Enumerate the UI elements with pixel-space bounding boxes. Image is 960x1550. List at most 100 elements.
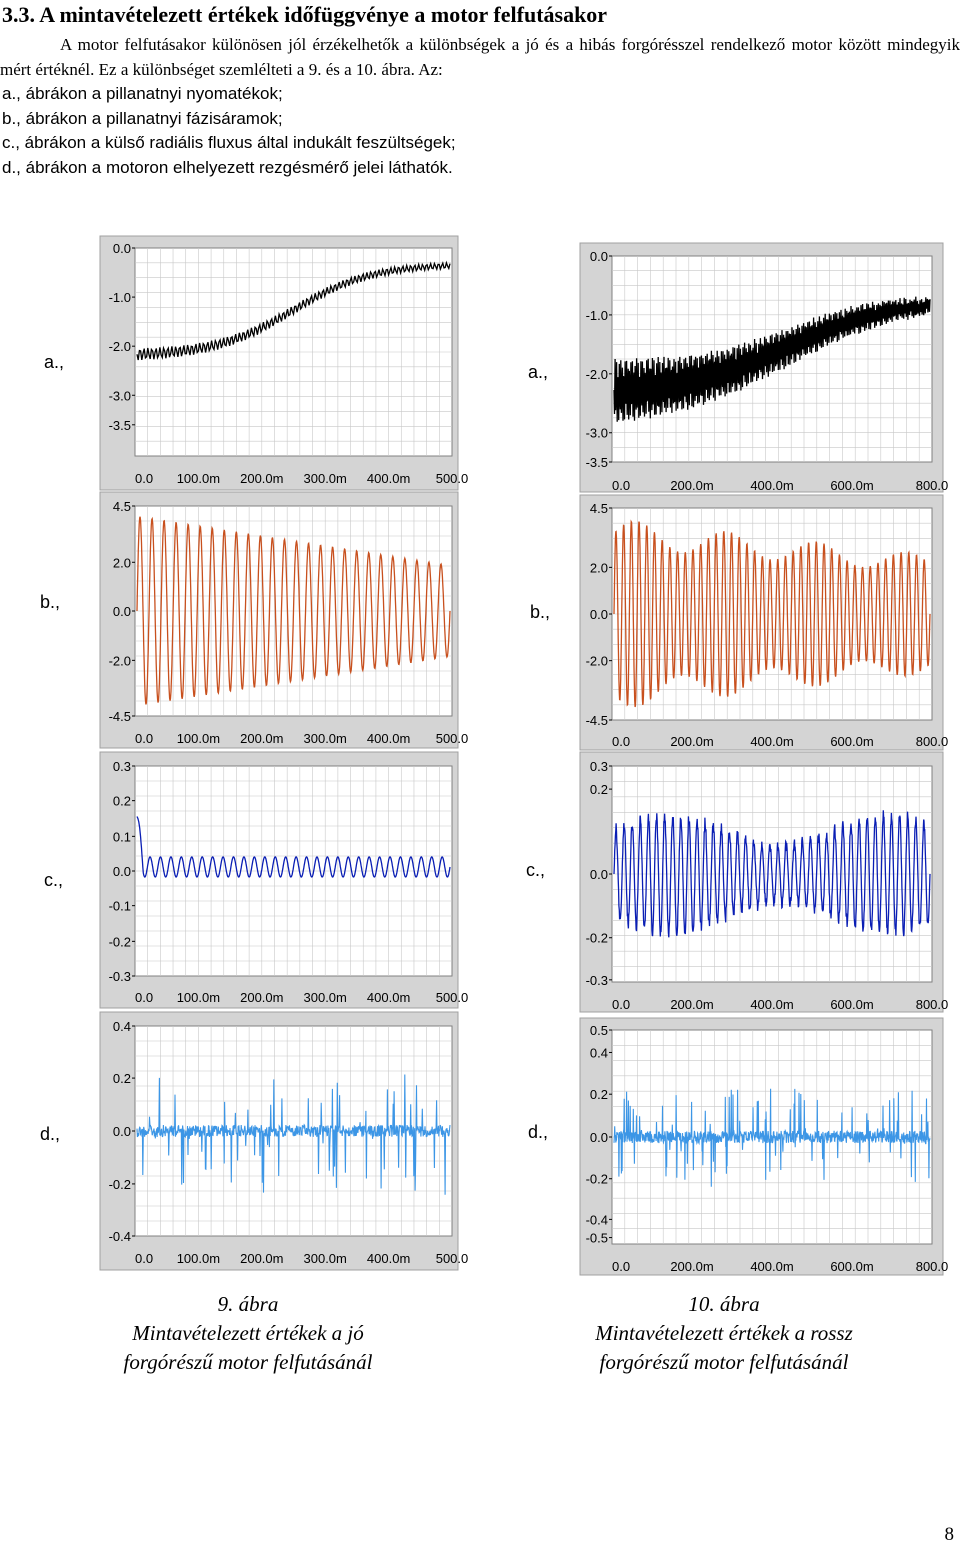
y-tick-label: 0.0 bbox=[590, 607, 608, 622]
figure-10-number: 10. ábra bbox=[688, 1292, 760, 1316]
y-tick-label: -0.3 bbox=[586, 973, 608, 988]
y-tick-label: 0.0 bbox=[113, 1124, 131, 1139]
x-tick-label: 0.0 bbox=[135, 990, 153, 1005]
y-tick-label: 0.2 bbox=[113, 794, 131, 809]
signal-trace bbox=[613, 296, 931, 422]
y-tick-label: 0.4 bbox=[590, 1045, 608, 1060]
intro-text: A motor felfutásakor különösen jól érzék… bbox=[0, 32, 960, 180]
x-tick-label: 200.0m bbox=[670, 734, 713, 749]
x-tick-label: 200.0m bbox=[240, 1251, 283, 1266]
subplot-label-b: b., bbox=[40, 592, 61, 612]
subplot-label-a: a., bbox=[528, 362, 549, 382]
x-tick-label: 800.0 bbox=[916, 478, 949, 493]
x-tick-label: 400.0m bbox=[750, 1259, 793, 1274]
x-tick-label: 800.0 bbox=[916, 1259, 949, 1274]
x-tick-label: 600.0m bbox=[830, 734, 873, 749]
x-tick-label: 800.0 bbox=[916, 997, 949, 1012]
y-tick-label: 4.5 bbox=[113, 499, 131, 514]
x-tick-label: 200.0m bbox=[670, 997, 713, 1012]
chart-panel: 0.0 -1.0 -2.0 -3.0 -3.5 0.0 100.0m 200.0m 300.0m… bbox=[99, 235, 469, 491]
x-tick-label: 600.0m bbox=[830, 1259, 873, 1274]
y-tick-label: 2.0 bbox=[113, 555, 131, 570]
y-tick-label: 0.3 bbox=[113, 759, 131, 774]
y-tick-label: 0.2 bbox=[590, 782, 608, 797]
x-tick-label: 500.0 bbox=[436, 1251, 469, 1266]
y-tick-label: -2.0 bbox=[586, 654, 608, 669]
figure-plots: 0.0 -1.0 -2.0 -3.0 -3.5 0.0 100.0m 200.0m 300.0m… bbox=[99, 235, 949, 1276]
y-tick-label: -1.0 bbox=[109, 290, 131, 305]
y-tick-label: 0.2 bbox=[590, 1087, 608, 1102]
chart-panel: 0.4 0.2 0.0 -0.2 -0.4 0.0 100.0m 200.0m 300.0m 40… bbox=[99, 1011, 469, 1271]
x-tick-label: 500.0 bbox=[436, 731, 469, 746]
y-tick-label: -3.0 bbox=[109, 388, 131, 403]
y-tick-label: 0.0 bbox=[590, 867, 608, 882]
y-tick-label: 0.4 bbox=[113, 1019, 131, 1034]
x-tick-label: 100.0m bbox=[177, 731, 220, 746]
x-tick-label: 200.0m bbox=[670, 478, 713, 493]
chart-panel: 0.3 0.2 0.1 0.0 -0.1 -0.2 -0.3 0.0 100.0m 200.0m 3… bbox=[99, 751, 469, 1009]
subplot-label-c: c., bbox=[526, 860, 546, 880]
x-tick-label: 200.0m bbox=[240, 990, 283, 1005]
figure-10-caption-line1: Mintavételezett értékek a rossz bbox=[595, 1321, 853, 1345]
y-tick-label: 0.0 bbox=[590, 249, 608, 264]
intro-paragraph: A motor felfutásakor különösen jól érzék… bbox=[0, 35, 960, 79]
x-tick-label: 0.0 bbox=[135, 731, 153, 746]
y-tick-label: 4.5 bbox=[590, 501, 608, 516]
figure-9-caption-line2: forgórészű motor felfutásánál bbox=[123, 1350, 373, 1374]
y-tick-label: 2.0 bbox=[590, 560, 608, 575]
y-tick-label: 0.0 bbox=[590, 1130, 608, 1145]
x-tick-label: 0.0 bbox=[135, 471, 153, 486]
x-tick-label: 400.0m bbox=[750, 997, 793, 1012]
y-tick-label: -2.0 bbox=[586, 367, 608, 382]
y-tick-label: 0.5 bbox=[590, 1023, 608, 1038]
x-tick-label: 800.0 bbox=[916, 734, 949, 749]
subplot-label-b: b., bbox=[530, 602, 551, 622]
list-item: a., ábrákon a pillanatnyi nyomatékok; bbox=[2, 84, 283, 103]
y-tick-label: -0.4 bbox=[109, 1229, 131, 1244]
subplot-label-d: d., bbox=[40, 1124, 61, 1144]
signal-trace bbox=[136, 816, 451, 878]
list-item: d., ábrákon a motoron elhelyezett rezgés… bbox=[2, 157, 453, 177]
y-tick-label: -0.2 bbox=[109, 934, 131, 949]
x-tick-label: 0.0 bbox=[135, 1251, 153, 1266]
chart-panel: 4.5 2.0 0.0 -2.0 -4.5 0.0 100.0m 200.0m 300.0m 40… bbox=[99, 491, 469, 749]
x-tick-label: 300.0m bbox=[304, 1251, 347, 1266]
chart-panel: 0.5 0.4 0.2 0.0 -0.2 -0.4 -0.5 0.0 200.0m 400.0m 6… bbox=[579, 1017, 949, 1276]
x-tick-label: 600.0m bbox=[830, 478, 873, 493]
x-tick-label: 400.0m bbox=[367, 471, 410, 486]
list-item: b., ábrákon a pillanatnyi fázisáramok; bbox=[2, 108, 283, 128]
signal-trace bbox=[613, 810, 931, 938]
y-tick-label: -0.3 bbox=[109, 969, 131, 984]
x-tick-label: 500.0 bbox=[436, 990, 469, 1005]
section-heading: 3.3. A mintavételezett értékek időfüggvé… bbox=[2, 2, 608, 27]
figure-9-number: 9. ábra bbox=[217, 1292, 279, 1316]
x-tick-label: 500.0 bbox=[436, 471, 469, 486]
x-tick-label: 200.0m bbox=[240, 471, 283, 486]
subplot-label-c: c., bbox=[44, 870, 64, 890]
figure-10-caption-line2: forgórészű motor felfutásánál bbox=[599, 1350, 849, 1374]
page-number: 8 bbox=[944, 1524, 955, 1545]
x-tick-label: 0.0 bbox=[612, 734, 630, 749]
x-tick-label: 100.0m bbox=[177, 1251, 220, 1266]
chart-panel: 0.0 -1.0 -2.0 -3.0 -3.5 0.0 200.0m 400.0m 600.0m… bbox=[579, 242, 949, 493]
x-tick-label: 300.0m bbox=[304, 990, 347, 1005]
x-tick-label: 200.0m bbox=[670, 1259, 713, 1274]
signal-trace bbox=[136, 1074, 451, 1195]
y-tick-label: -3.5 bbox=[109, 418, 131, 433]
y-tick-label: -4.5 bbox=[109, 709, 131, 724]
y-tick-label: 0.0 bbox=[113, 864, 131, 879]
y-tick-label: 0.2 bbox=[113, 1071, 131, 1086]
y-tick-label: -0.2 bbox=[586, 1172, 608, 1187]
subplot-label-a: a., bbox=[44, 352, 65, 372]
y-tick-label: -4.5 bbox=[586, 713, 608, 728]
signal-trace bbox=[613, 1088, 931, 1187]
chart-panel: 4.5 2.0 0.0 -2.0 -4.5 0.0 200.0m 400.0m 600.0m 80… bbox=[579, 494, 949, 751]
x-tick-label: 600.0m bbox=[830, 997, 873, 1012]
signal-trace bbox=[613, 519, 931, 708]
figure-10-caption: 10. ábra Mintavételezett értékek a rossz… bbox=[514, 1290, 934, 1377]
x-tick-label: 400.0m bbox=[367, 731, 410, 746]
y-tick-label: -0.2 bbox=[109, 1177, 131, 1192]
y-tick-label: -1.0 bbox=[586, 308, 608, 323]
x-tick-label: 100.0m bbox=[177, 471, 220, 486]
y-tick-label: 0.3 bbox=[590, 759, 608, 774]
